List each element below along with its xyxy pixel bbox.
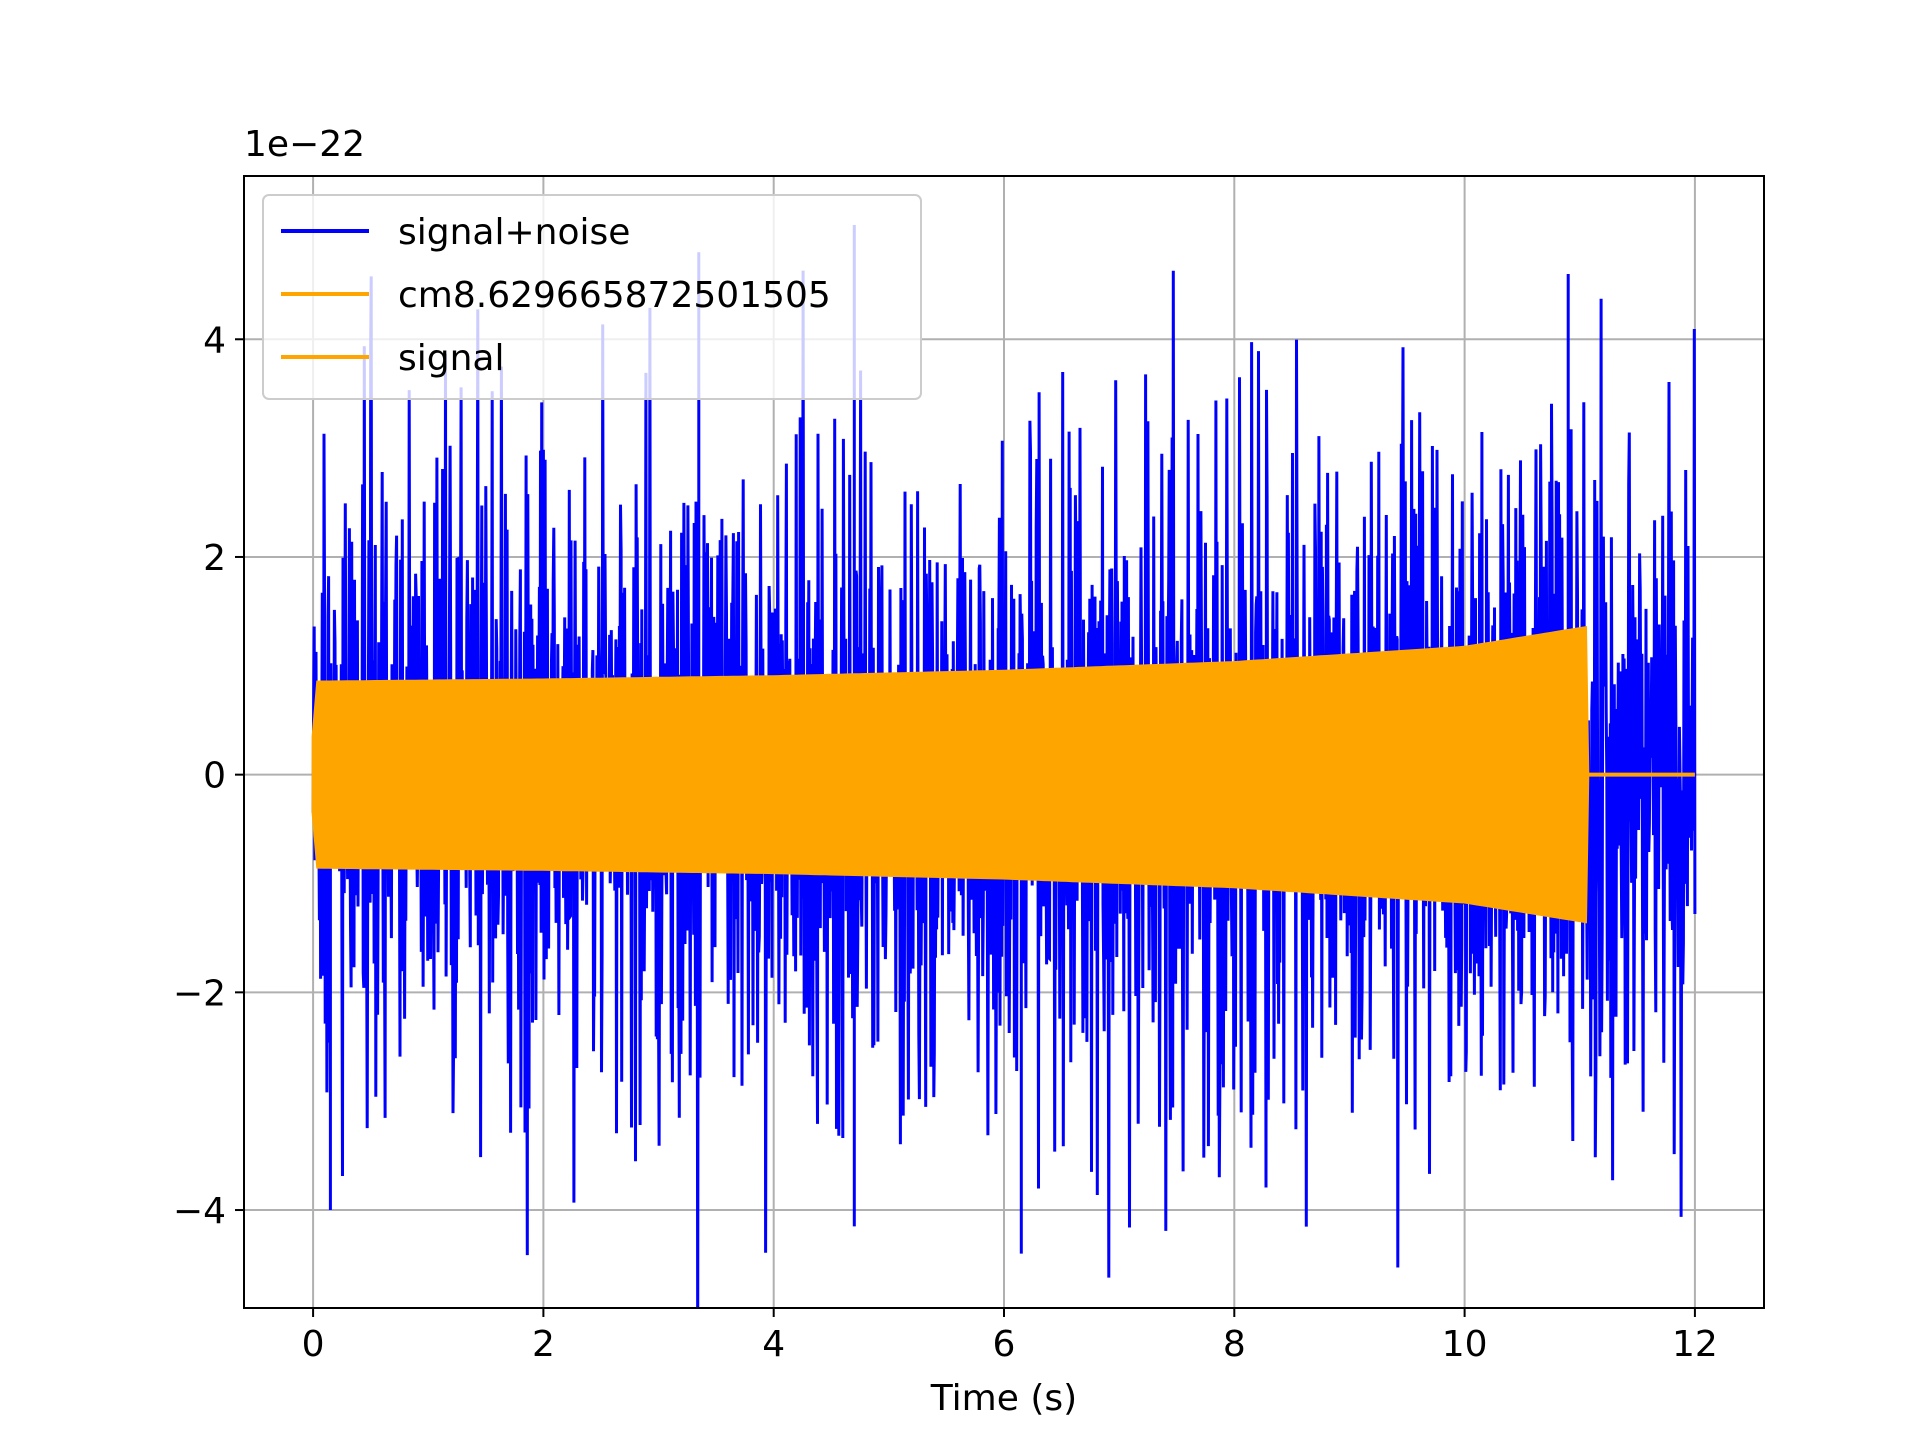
x-axis-label: Time (s) xyxy=(930,1378,1077,1419)
y-tick-label: 0 xyxy=(203,756,226,797)
y-tick-label: −2 xyxy=(173,973,226,1014)
ticks: 0 2 4 6 8 10 12 −4 −2 0 2 4 xyxy=(173,320,1718,1365)
legend-label: cm8.629665872501505 xyxy=(398,275,831,316)
series-signal-envelope xyxy=(311,625,1590,924)
x-tick-label: 0 xyxy=(302,1324,325,1365)
x-tick-label: 4 xyxy=(762,1324,785,1365)
x-tick-label: 8 xyxy=(1223,1324,1246,1365)
data-area xyxy=(311,225,1697,1308)
legend-label: signal xyxy=(398,338,505,379)
x-tick-label: 10 xyxy=(1442,1324,1488,1365)
y-offset-label: 1e−22 xyxy=(244,124,365,165)
y-tick-label: 4 xyxy=(203,320,226,361)
x-tick-label: 2 xyxy=(532,1324,555,1365)
y-tick-label: −4 xyxy=(173,1191,226,1232)
x-tick-label: 12 xyxy=(1672,1324,1718,1365)
y-tick-label: 2 xyxy=(203,538,226,579)
legend-label: signal+noise xyxy=(398,212,630,253)
legend-box xyxy=(262,194,922,400)
legend: signal+noise cm8.629665872501505 signal xyxy=(262,194,922,400)
x-tick-label: 6 xyxy=(993,1324,1016,1365)
